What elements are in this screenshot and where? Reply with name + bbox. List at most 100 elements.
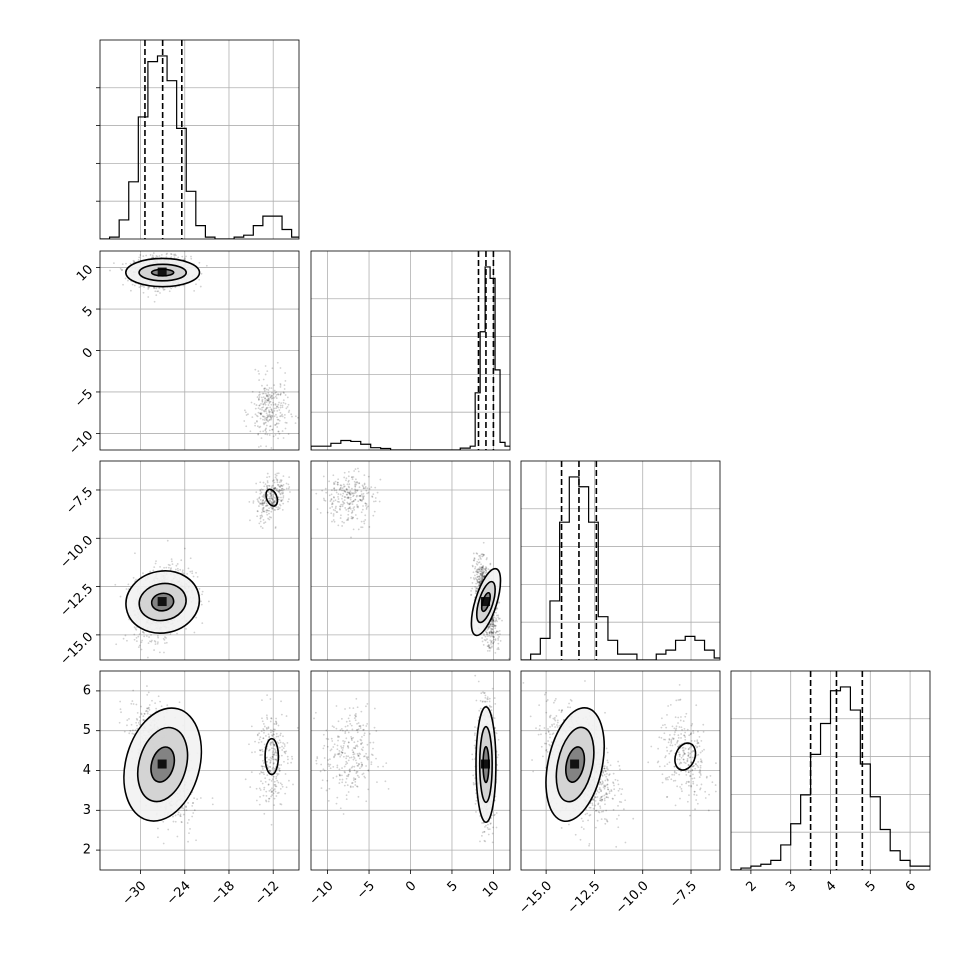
scatter-point bbox=[173, 253, 175, 256]
scatter-point bbox=[347, 470, 350, 473]
scatter-point bbox=[489, 562, 492, 565]
scatter-point bbox=[266, 484, 269, 487]
scatter-point bbox=[279, 411, 282, 414]
scatter-point bbox=[261, 400, 264, 403]
scatter-point bbox=[156, 246, 158, 248]
scatter-point bbox=[372, 514, 375, 517]
scatter-point bbox=[342, 492, 345, 495]
scatter-point bbox=[481, 637, 483, 639]
scatter-point bbox=[496, 607, 499, 610]
scatter-point bbox=[252, 501, 255, 504]
scatter-point bbox=[272, 501, 275, 504]
scatter-point bbox=[360, 511, 363, 514]
scatter-point bbox=[270, 492, 272, 495]
scatter-point bbox=[368, 488, 371, 490]
scatter-point bbox=[275, 487, 278, 490]
scatter-point bbox=[256, 419, 258, 422]
scatter-point bbox=[263, 495, 266, 498]
scatter-point bbox=[132, 259, 135, 262]
scatter-point bbox=[491, 623, 493, 626]
scatter-point bbox=[265, 416, 268, 419]
scatter-point bbox=[266, 476, 268, 479]
scatter-point bbox=[262, 506, 265, 509]
scatter-point bbox=[324, 487, 327, 490]
scatter-point bbox=[264, 483, 267, 486]
scatter-point bbox=[275, 423, 278, 425]
scatter-point bbox=[137, 635, 140, 638]
scatter-point bbox=[339, 493, 342, 496]
scatter-point bbox=[150, 634, 152, 636]
scatter-point bbox=[266, 399, 269, 402]
scatter-point bbox=[265, 395, 268, 398]
scatter-point bbox=[363, 482, 366, 485]
scatter-point bbox=[477, 578, 480, 580]
scatter-point bbox=[267, 397, 270, 400]
scatter-point bbox=[479, 574, 482, 576]
scatter-point bbox=[266, 370, 269, 373]
scatter-point bbox=[258, 372, 260, 375]
scatter-point bbox=[489, 563, 492, 566]
scatter-point bbox=[266, 415, 269, 418]
scatter-point bbox=[358, 482, 361, 485]
scatter-point bbox=[476, 571, 479, 574]
scatter-point bbox=[278, 507, 281, 510]
scatter-point bbox=[490, 633, 493, 636]
scatter-point bbox=[492, 619, 495, 622]
scatter-point bbox=[334, 507, 337, 510]
scatter-point bbox=[352, 516, 355, 519]
scatter-point bbox=[275, 413, 277, 416]
scatter-point bbox=[482, 553, 485, 556]
scatter-point bbox=[484, 639, 487, 642]
scatter-point bbox=[482, 571, 485, 574]
scatter-point bbox=[155, 287, 158, 290]
scatter-point bbox=[279, 404, 282, 407]
scatter-point bbox=[497, 642, 500, 645]
scatter-point bbox=[287, 498, 290, 501]
scatter-point bbox=[262, 488, 264, 491]
scatter-point bbox=[279, 485, 282, 488]
scatter-point bbox=[163, 566, 165, 569]
scatter-point bbox=[156, 642, 159, 645]
scatter-point bbox=[341, 525, 344, 527]
scatter-point bbox=[351, 516, 354, 519]
scatter-point bbox=[261, 392, 264, 395]
scatter-point bbox=[364, 514, 367, 517]
scatter-point bbox=[256, 510, 259, 513]
scatter-point bbox=[335, 491, 338, 494]
scatter-point bbox=[367, 475, 370, 478]
scatter-point bbox=[473, 578, 476, 581]
scatter-point bbox=[124, 277, 127, 280]
scatter-point bbox=[478, 582, 481, 585]
scatter-point bbox=[270, 494, 272, 496]
scatter-point bbox=[245, 414, 248, 416]
scatter-point bbox=[275, 407, 278, 410]
scatter-point bbox=[333, 520, 336, 523]
scatter-point bbox=[337, 498, 340, 500]
scatter-point bbox=[271, 503, 274, 506]
scatter-point bbox=[271, 415, 274, 418]
scatter-point bbox=[351, 500, 353, 503]
scatter-point bbox=[280, 480, 282, 483]
scatter-point bbox=[271, 367, 274, 370]
scatter-point bbox=[181, 569, 184, 572]
scatter-point bbox=[279, 479, 282, 481]
scatter-point bbox=[495, 624, 497, 627]
scatter-point bbox=[272, 507, 275, 509]
scatter-point bbox=[495, 611, 498, 614]
scatter-point bbox=[155, 294, 158, 297]
scatter-point bbox=[137, 259, 140, 261]
scatter-point bbox=[478, 578, 480, 581]
scatter-point bbox=[490, 643, 492, 645]
scatter-point bbox=[252, 500, 255, 503]
scatter-point bbox=[257, 500, 259, 502]
scatter-point bbox=[265, 418, 268, 421]
scatter-point bbox=[261, 408, 263, 411]
scatter-point bbox=[354, 485, 357, 488]
scatter-point bbox=[262, 499, 265, 502]
scatter-point bbox=[328, 458, 330, 460]
scatter-point bbox=[285, 422, 288, 424]
scatter-point bbox=[276, 405, 279, 408]
scatter-point bbox=[280, 479, 283, 482]
scatter-point bbox=[356, 517, 359, 520]
scatter-point bbox=[279, 489, 282, 492]
